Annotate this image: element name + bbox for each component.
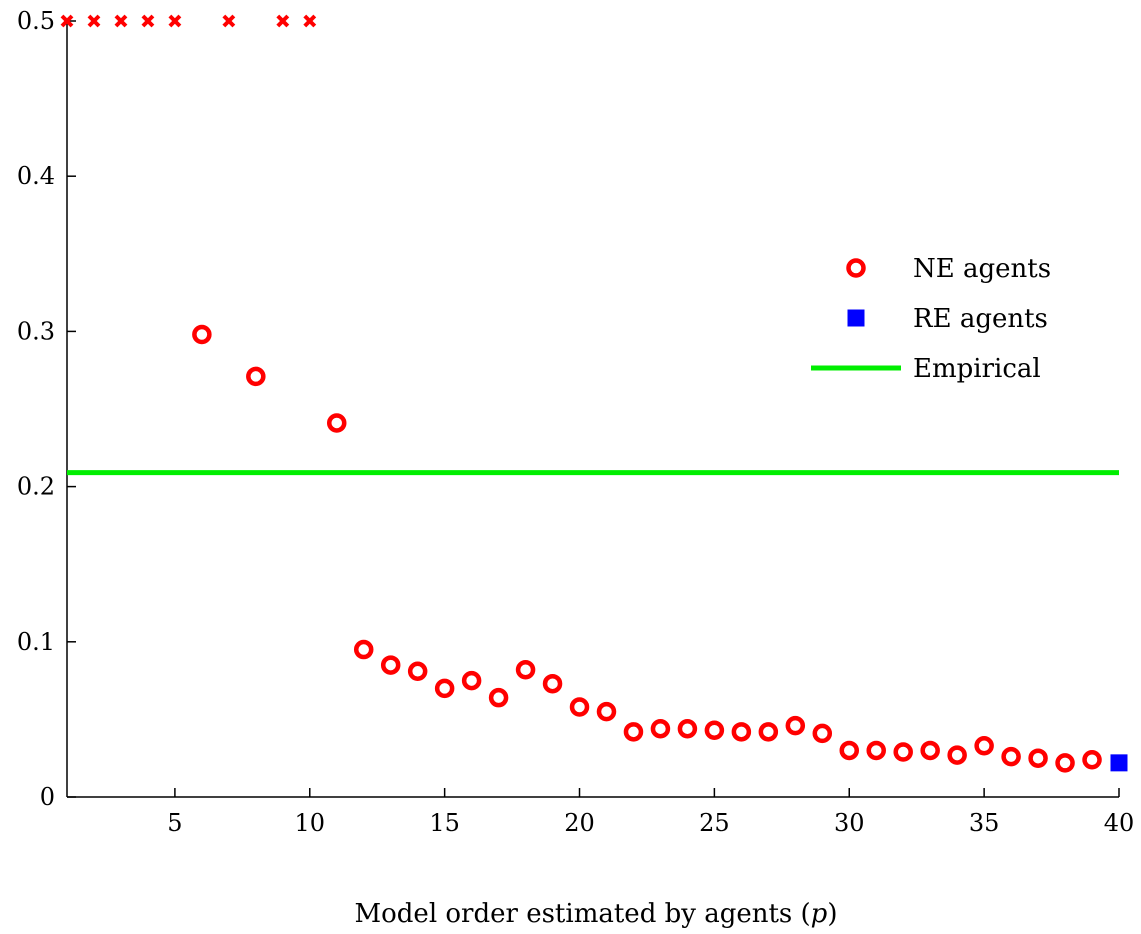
y-tick-label: 0 (40, 783, 55, 811)
x-marker-point (224, 16, 234, 26)
ne-agent-point (788, 718, 803, 733)
legend-item-empirical: Empirical (811, 354, 1041, 384)
ne-agent-point (545, 676, 560, 691)
x-marker-point (278, 16, 288, 26)
ne-agent-point (329, 415, 344, 430)
x-marker-point (89, 16, 99, 26)
re-agent-point (1111, 754, 1128, 771)
y-tick-label: 0.5 (17, 7, 55, 35)
ne-agent-point (869, 743, 884, 758)
y-tick-label: 0.4 (17, 162, 55, 190)
x-marker-point (305, 16, 315, 26)
x-marker-point (143, 16, 153, 26)
x-axis-title: Model order estimated by agents (p) (355, 899, 838, 929)
ne-agent-point (599, 704, 614, 719)
ne-agent-point (815, 726, 830, 741)
ne-agent-point (680, 721, 695, 736)
marks (62, 16, 1128, 771)
ne-agent-point (842, 743, 857, 758)
ne-agent-point (464, 673, 479, 688)
ne-agent-point (734, 724, 749, 739)
ne-agent-point (410, 664, 425, 679)
ne-agent-point (977, 738, 992, 753)
ne-agent-point (707, 723, 722, 738)
ne-agent-point (1004, 749, 1019, 764)
x-tick-label: 10 (294, 809, 325, 837)
legend-swatch-circle (849, 261, 864, 276)
ne-agent-point (437, 681, 452, 696)
ne-agent-point (950, 748, 965, 763)
ne-agent-point (572, 699, 587, 714)
ne-agent-point (896, 744, 911, 759)
ne-agent-point (626, 724, 641, 739)
legend-item-re-agents: RE agents (848, 304, 1048, 334)
ne-agent-point (1085, 752, 1100, 767)
x-tick-label: 5 (167, 809, 182, 837)
x-tick-label: 30 (834, 809, 865, 837)
ne-agent-point (923, 743, 938, 758)
x-tick-label: 40 (1104, 809, 1135, 837)
ne-agent-point (653, 721, 668, 736)
ne-agent-point (356, 642, 371, 657)
ne-agent-point (1031, 751, 1046, 766)
y-tick-label: 0.3 (17, 317, 55, 345)
y-tick-label: 0.2 (17, 473, 55, 501)
x-tick-label: 35 (969, 809, 1000, 837)
legend-swatch-square (848, 310, 865, 327)
legend-label: Empirical (913, 354, 1041, 384)
x-tick-label: 15 (429, 809, 460, 837)
x-tick-label: 20 (564, 809, 595, 837)
y-tick-label: 0.1 (17, 628, 55, 656)
ne-agent-point (491, 690, 506, 705)
x-marker-point (170, 16, 180, 26)
ne-agent-point (194, 327, 209, 342)
x-marker-point (116, 16, 126, 26)
legend: NE agents RE agents Empirical (811, 254, 1051, 384)
legend-item-ne-agents: NE agents (849, 254, 1052, 284)
legend-label: NE agents (913, 254, 1051, 284)
ne-agent-point (383, 658, 398, 673)
ne-agent-point (518, 662, 533, 677)
legend-label: RE agents (913, 304, 1048, 334)
x-tick-label: 25 (699, 809, 730, 837)
ne-agent-point (248, 369, 263, 384)
ne-agent-point (1058, 755, 1073, 770)
ne-agent-point (761, 724, 776, 739)
